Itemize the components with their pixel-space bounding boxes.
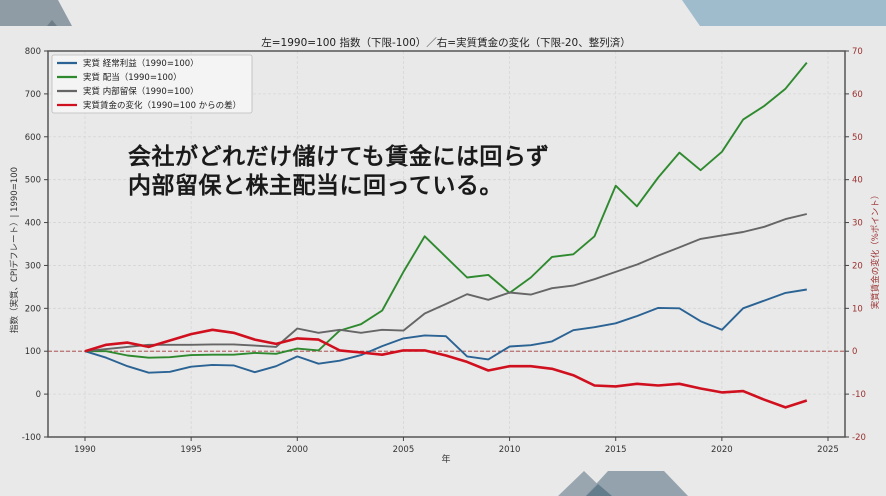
y-tick-label-left: 300 [25, 261, 41, 271]
series-lines [48, 61, 845, 409]
annotation-line-1: 会社がどれだけ儲けても賃金には回らず [128, 144, 550, 170]
plot-frame [47, 50, 846, 438]
y-tick-label-left: 400 [25, 219, 41, 229]
y-axis-label-right: 実質賃金の変化（%ポイント） [870, 191, 881, 310]
ticks: 1990 1995 2000 2005 2010 2015 2020 2025-1000100… [22, 47, 866, 455]
series-line-2 [84, 213, 808, 353]
legend-label: 実質 経常利益（1990=100） [83, 58, 199, 69]
legend-box [51, 54, 253, 114]
y-axis-label-left: 指数（実質、CPIデフレート）| 1990=100 [9, 167, 20, 333]
series-line-1 [85, 61, 808, 359]
y-tick-label-left: -100 [22, 433, 41, 443]
y-tick-label-left: 800 [25, 47, 41, 57]
series-line-0 [84, 288, 807, 374]
y-tick-label-right: 70 [852, 47, 863, 57]
y-tick-label-right: 50 [852, 133, 863, 143]
x-tick-label: 2020 [711, 445, 733, 455]
y-tick-label-right: -10 [852, 390, 866, 400]
x-tick-label: 2015 [605, 445, 627, 455]
y-tick-label-left: 600 [25, 133, 41, 143]
chart-title: 左=1990=100 指数（下限-100）／右=実質賃金の変化（下限-20、整列… [261, 36, 630, 49]
deco-shape-bottom-overlap [586, 484, 612, 496]
annotation-overlay: 会社がどれだけ儲けても賃金には回らず 内部留保と株主配当に回っている。 [128, 143, 549, 201]
deco-shape-top-left [0, 0, 72, 26]
y-tick-label-right: 0 [852, 347, 857, 357]
y-tick-label-left: 100 [25, 347, 41, 357]
legend-label: 実質 配当（1990=100） [83, 72, 182, 83]
y-tick-label-right: 40 [852, 176, 863, 186]
y-tick-label-right: 30 [852, 219, 863, 229]
x-tick-label: 2005 [393, 445, 415, 455]
x-tick-label: 1990 [74, 445, 96, 455]
y-tick-label-left: 200 [25, 304, 41, 314]
deco-shape-bottom-right [585, 471, 688, 496]
deco-shape-top-left-small [47, 20, 57, 26]
series-line-3 [84, 328, 808, 409]
x-tick-label: 1995 [180, 445, 202, 455]
x-tick-label: 2025 [817, 445, 839, 455]
y-tick-label-right: 20 [852, 261, 863, 271]
legend-label: 実質 内部留保（1990=100） [83, 86, 199, 97]
x-axis-label: 年 [441, 453, 450, 465]
x-tick-label: 2000 [286, 445, 308, 455]
y-tick-label-right: 10 [852, 304, 863, 314]
x-tick-label: 2010 [499, 445, 521, 455]
y-tick-label-left: 500 [25, 176, 41, 186]
y-tick-label-right: -20 [852, 433, 866, 443]
y-tick-label-left: 700 [25, 90, 41, 100]
deco-shape-top-right [682, 0, 886, 26]
legend: 実質 経常利益（1990=100） 実質 配当（1990=100） 実質 内部留保（… [51, 54, 253, 114]
legend-label: 実質賃金の変化（1990=100 からの差） [83, 100, 241, 111]
annotation-line-2: 内部留保と株主配当に回っている。 [128, 173, 503, 199]
y-tick-label-left: 0 [36, 390, 41, 400]
y-tick-label-right: 60 [852, 90, 863, 100]
